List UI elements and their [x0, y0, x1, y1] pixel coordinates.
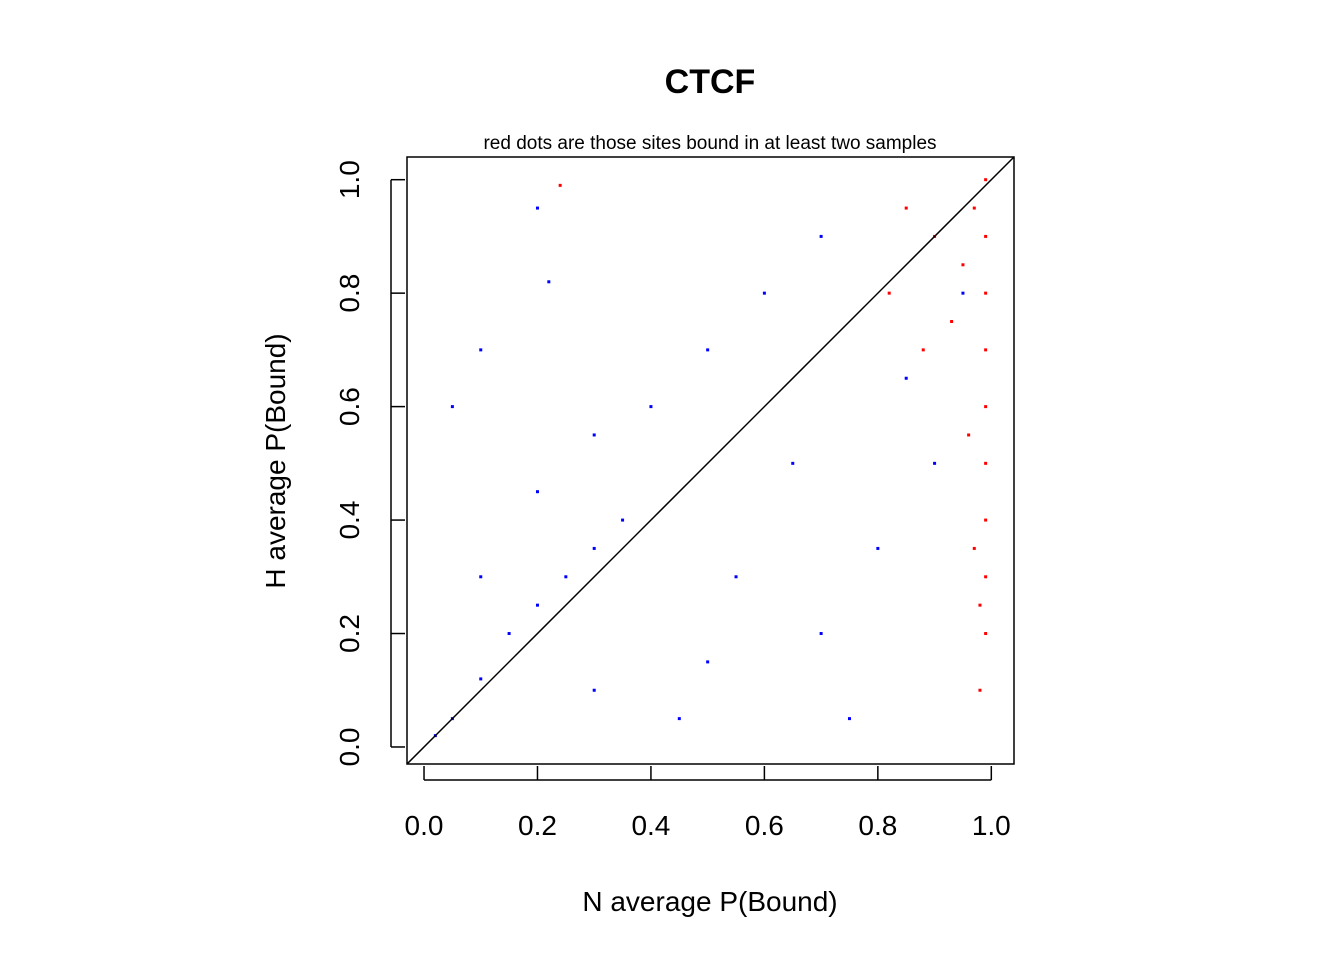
x-axis-label: N average P(Bound): [582, 886, 837, 917]
scatter-point: [762, 291, 766, 295]
y-tick-label: 0.0: [334, 728, 365, 767]
scatter-point: [564, 575, 568, 579]
scatter-point: [961, 291, 965, 295]
scatter-point: [649, 405, 653, 409]
x-tick-label: 0.2: [518, 810, 557, 841]
scatter-point: [978, 688, 982, 692]
scatter-point: [479, 348, 483, 352]
y-tick-label: 0.6: [334, 387, 365, 426]
scatter-point: [535, 603, 539, 607]
y-axis-label: H average P(Bound): [260, 333, 291, 588]
scatter-point: [984, 575, 988, 579]
scatter-point: [904, 376, 908, 380]
scatter-point: [984, 405, 988, 409]
scatter-point: [876, 546, 880, 550]
scatter-point: [592, 688, 596, 692]
y-tick-label: 0.4: [334, 501, 365, 540]
scatter-point: [677, 717, 681, 721]
scatter-point: [984, 178, 988, 182]
x-tick-label: 0.8: [858, 810, 897, 841]
points-layer: [433, 178, 988, 738]
scatter-point: [535, 490, 539, 494]
scatter-point: [592, 546, 596, 550]
y-axis: 0.0 0.2 0.4 0.6 0.8 1.0: [334, 160, 405, 766]
scatter-point: [706, 348, 710, 352]
scatter-point: [967, 433, 971, 437]
identity-line: [406, 156, 1015, 765]
chart-subtitle: red dots are those sites bound in at lea…: [483, 133, 936, 154]
x-tick-label: 0.0: [405, 810, 444, 841]
scatter-point: [984, 518, 988, 522]
scatter-point: [978, 603, 982, 607]
scatter-point: [961, 263, 965, 267]
scatter-point: [479, 575, 483, 579]
scatter-point: [592, 433, 596, 437]
scatter-point: [933, 461, 937, 465]
y-tick-label: 0.8: [334, 274, 365, 313]
scatter-point: [984, 291, 988, 295]
scatter-point: [847, 717, 851, 721]
x-tick-label: 0.4: [631, 810, 670, 841]
scatter-point: [972, 546, 976, 550]
scatter-point: [819, 632, 823, 636]
scatter-point: [450, 405, 454, 409]
scatter-point: [479, 677, 483, 681]
scatter-point: [547, 280, 551, 284]
scatter-point: [621, 518, 625, 522]
y-tick-label: 1.0: [334, 160, 365, 199]
scatter-point: [706, 660, 710, 664]
scatter-point: [950, 320, 954, 324]
y-tick-label: 0.2: [334, 614, 365, 653]
x-tick-label: 0.6: [745, 810, 784, 841]
scatter-point: [819, 234, 823, 238]
x-tick-label: 1.0: [972, 810, 1011, 841]
scatter-point: [972, 206, 976, 210]
scatter-point: [984, 632, 988, 636]
scatter-point: [558, 183, 562, 187]
scatter-point: [984, 234, 988, 238]
scatter-point: [984, 461, 988, 465]
chart-title: CTCF: [665, 63, 756, 101]
scatter-point: [984, 348, 988, 352]
scatter-point: [734, 575, 738, 579]
scatter-point: [921, 348, 925, 352]
scatter-point: [904, 206, 908, 210]
scatter-point: [887, 291, 891, 295]
plot-border: [406, 156, 1015, 765]
x-axis: 0.0 0.2 0.4 0.6 0.8 1.0: [405, 766, 1011, 841]
scatter-point: [535, 206, 539, 210]
scatter-point: [507, 632, 511, 636]
scatter-point: [791, 461, 795, 465]
